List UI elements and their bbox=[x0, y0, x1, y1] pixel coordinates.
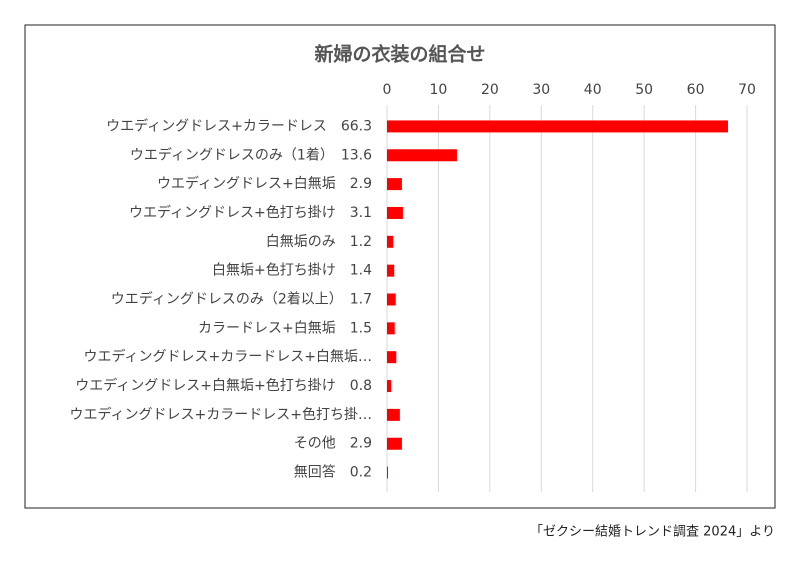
x-tick-label: 20 bbox=[481, 82, 499, 98]
bar bbox=[387, 437, 402, 450]
chart-title: 新婦の衣装の組合せ bbox=[314, 43, 485, 66]
y-tick-label: ウエディングドレスのみ（1着） 13.6 bbox=[130, 146, 372, 163]
y-tick-label: 白無垢+色打ち掛け 1.4 bbox=[212, 262, 372, 279]
bar bbox=[387, 351, 397, 364]
bar bbox=[387, 322, 395, 335]
x-tick-label: 60 bbox=[687, 82, 705, 98]
y-tick-label: ウエディングドレス+カラードレス+色打ち掛… bbox=[70, 406, 372, 423]
bar bbox=[387, 206, 403, 219]
y-tick-label: ウエディングドレスのみ（2着以上） 1.7 bbox=[111, 291, 372, 308]
y-tick-label: ウエディングドレス+カラードレス 66.3 bbox=[106, 117, 372, 134]
y-tick-label: カラードレス+白無垢 1.5 bbox=[198, 320, 372, 336]
bar bbox=[387, 380, 392, 393]
y-tick-label: ウエディングドレス+色打ち掛け 3.1 bbox=[129, 204, 372, 221]
bar bbox=[387, 120, 728, 133]
bar bbox=[387, 235, 394, 248]
bar bbox=[387, 466, 389, 479]
chart-frame bbox=[24, 24, 776, 509]
bar bbox=[387, 149, 457, 162]
y-tick-label: その他 2.9 bbox=[294, 436, 372, 452]
x-tick-label: 70 bbox=[738, 82, 756, 98]
x-tick-label: 0 bbox=[383, 82, 392, 98]
y-tick-label: ウエディングドレス+カラードレス+白無垢… bbox=[84, 348, 372, 365]
x-tick-label: 50 bbox=[635, 82, 653, 98]
x-tick-label: 40 bbox=[584, 82, 602, 98]
y-tick-label: ウエディングドレス+白無垢 2.9 bbox=[157, 175, 372, 192]
y-tick-label: 白無垢のみ 1.2 bbox=[266, 234, 372, 250]
bar bbox=[387, 264, 395, 277]
x-tick-label: 10 bbox=[430, 82, 448, 98]
y-tick-label: 無回答 0.2 bbox=[294, 464, 372, 481]
bar bbox=[387, 178, 402, 191]
x-tick-label: 30 bbox=[532, 82, 550, 98]
y-tick-label: ウエディングドレス+白無垢+色打ち掛け 0.8 bbox=[75, 377, 372, 394]
source-note: 「ゼクシー結婚トレンド調査 2024」より bbox=[530, 525, 775, 540]
bar bbox=[387, 293, 396, 306]
bar bbox=[387, 408, 400, 421]
